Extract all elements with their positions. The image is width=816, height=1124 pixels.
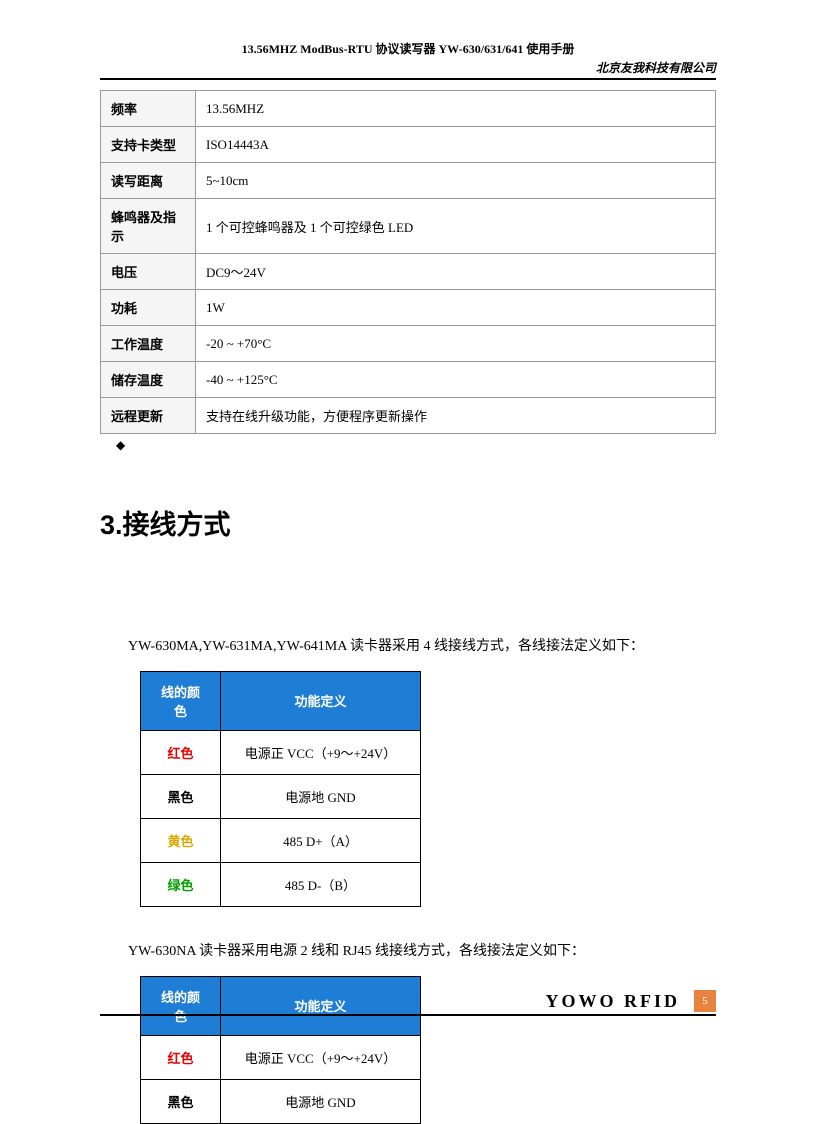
spec-value: 13.56MHZ [196,91,716,127]
document-header-title: 13.56MHZ ModBus-RTU 协议读写器 YW-630/631/641… [100,40,716,57]
spec-label: 工作温度 [101,326,196,362]
spec-value: DC9～24V [196,254,716,290]
page-footer: YOWO RFID 5 [100,990,716,1016]
footer-brand: YOWO RFID [546,991,681,1012]
spec-value: 支持在线升级功能，方便程序更新操作 [196,398,716,434]
paragraph-wiring-2: YW-630NA 读卡器采用电源 2 线和 RJ45 线接线方式，各线接法定义如… [100,937,716,968]
wire-table-1: 线的颜色 功能定义 红色电源正 VCC（+9～+24V）黑色电源地 GND黄色4… [140,671,421,907]
wire-color: 绿色 [141,862,221,906]
paragraph-wiring-1: YW-630MA,YW-631MA,YW-641MA 读卡器采用 4 线接线方式… [100,632,716,663]
wire-color: 黑色 [141,1079,221,1123]
wire-function: 电源地 GND [221,1079,421,1123]
spec-label: 读写距离 [101,163,196,199]
spec-label: 蜂鸣器及指示 [101,199,196,254]
spec-label: 功耗 [101,290,196,326]
section-title: 3.接线方式 [100,503,716,542]
wire-function: 电源地 GND [221,774,421,818]
wire-color: 黑色 [141,774,221,818]
wire-table-header-func: 功能定义 [221,671,421,730]
bullet-diamond: ◆ [116,438,716,453]
spec-value: 1W [196,290,716,326]
wire-color: 红色 [141,1035,221,1079]
spec-label: 远程更新 [101,398,196,434]
spec-value: 1 个可控蜂鸣器及 1 个可控绿色 LED [196,199,716,254]
specifications-table: 频率13.56MHZ支持卡类型ISO14443A读写距离5~10cm蜂鸣器及指示… [100,90,716,434]
spec-value: 5~10cm [196,163,716,199]
wire-function: 电源正 VCC（+9～+24V） [221,730,421,774]
spec-value: ISO14443A [196,127,716,163]
spec-value: -20 ~ +70°C [196,326,716,362]
document-header-company: 北京友我科技有限公司 [100,59,716,80]
spec-value: -40 ~ +125°C [196,362,716,398]
page-number: 5 [694,990,716,1012]
spec-label: 支持卡类型 [101,127,196,163]
spec-label: 电压 [101,254,196,290]
wire-color: 红色 [141,730,221,774]
wire-table-header-color: 线的颜色 [141,671,221,730]
spec-label: 储存温度 [101,362,196,398]
wire-color: 黄色 [141,818,221,862]
wire-function: 485 D+（A） [221,818,421,862]
spec-label: 频率 [101,91,196,127]
wire-function: 485 D-（B） [221,862,421,906]
wire-function: 电源正 VCC（+9～+24V） [221,1035,421,1079]
